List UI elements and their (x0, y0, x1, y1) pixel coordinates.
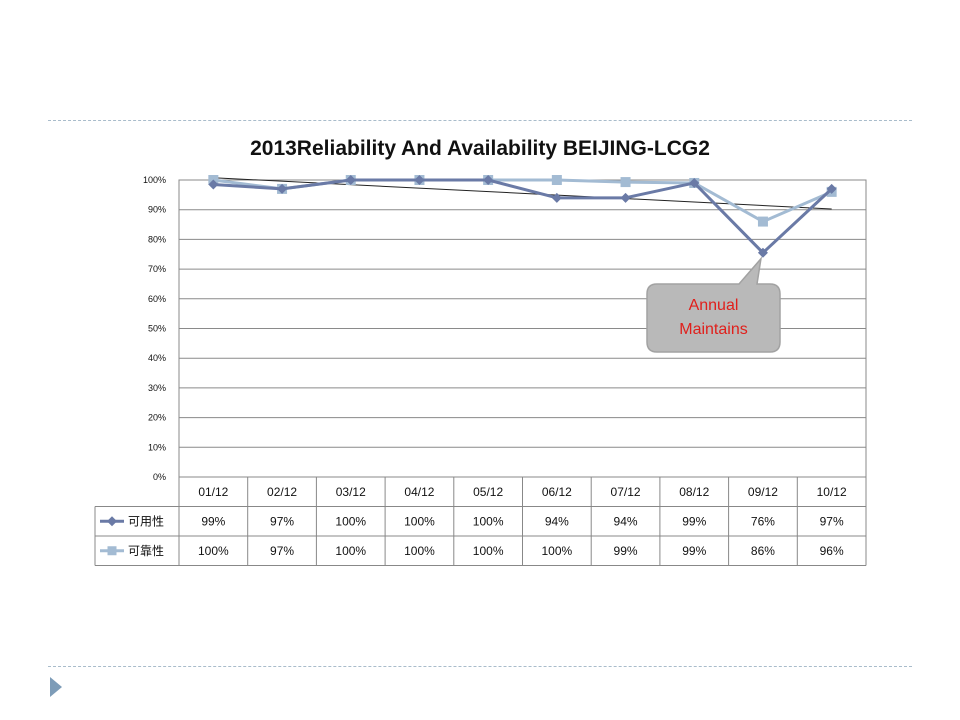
y-tick-label: 100% (143, 175, 166, 185)
chart-title: 2013Reliability And Availability BEIJING… (250, 137, 710, 160)
legend-key-marker (107, 546, 117, 556)
data-point (483, 175, 493, 185)
x-category-label: 01/12 (198, 485, 228, 499)
table-value-cell: 100% (404, 514, 435, 528)
y-tick-label: 30% (148, 383, 166, 393)
table-value-cell: 99% (682, 514, 706, 528)
table-value-cell: 86% (751, 544, 775, 558)
x-category-label: 08/12 (679, 485, 709, 499)
callout-text: Annual (689, 297, 739, 314)
table-value-cell: 100% (473, 544, 504, 558)
series-line (213, 178, 833, 255)
table-value-cell: 100% (541, 544, 572, 558)
y-tick-label: 40% (148, 353, 166, 363)
data-point (689, 178, 699, 188)
data-point (552, 193, 562, 203)
y-tick-label: 20% (148, 413, 166, 423)
x-category-label: 10/12 (817, 485, 847, 499)
table-value-cell: 97% (270, 544, 294, 558)
table-value-cell: 100% (198, 544, 229, 558)
x-category-label: 09/12 (748, 485, 778, 499)
data-point (414, 175, 424, 185)
table-value-cell: 76% (751, 514, 775, 528)
legend-key-marker (107, 516, 117, 527)
x-category-label: 04/12 (404, 485, 434, 499)
table-value-cell: 99% (614, 544, 638, 558)
y-tick-label: 70% (148, 264, 166, 274)
y-tick-label: 90% (148, 205, 166, 215)
callout-text: Maintains (679, 321, 747, 338)
data-point (827, 184, 837, 194)
x-category-label: 07/12 (611, 485, 641, 499)
y-tick-label: 80% (148, 234, 166, 244)
y-tick-label: 0% (153, 472, 166, 482)
table-value-cell: 97% (270, 514, 294, 528)
table-value-cell: 100% (404, 544, 435, 558)
table-value-cell: 96% (820, 544, 844, 558)
table-value-cell: 94% (614, 514, 638, 528)
table-value-cell: 99% (201, 514, 225, 528)
slide-bottom-rule (48, 666, 912, 667)
table-value-cell: 97% (820, 514, 844, 528)
data-point (277, 184, 287, 194)
data-point (346, 175, 356, 185)
data-point (758, 248, 768, 258)
data-point (621, 193, 631, 203)
legend-series-name: 可靠性 (128, 544, 164, 558)
table-value-cell: 100% (473, 514, 504, 528)
y-tick-label: 60% (148, 294, 166, 304)
y-tick-label: 10% (148, 442, 166, 452)
data-table: 01/12 02/12 03/12 04/12 05/12 06/12 07/12 08/12… (94, 476, 867, 566)
callout: Annual Maintains (646, 256, 781, 353)
table-value-cell: 100% (335, 544, 366, 558)
x-category-label: 06/12 (542, 485, 572, 499)
data-point (757, 216, 768, 227)
data-point (551, 175, 562, 185)
series-lines (208, 175, 837, 258)
table-value-cell: 100% (335, 514, 366, 528)
y-tick-label: 50% (148, 324, 166, 334)
table-value-cell: 94% (545, 514, 569, 528)
x-category-label: 02/12 (267, 485, 297, 499)
x-category-label: 03/12 (336, 485, 366, 499)
legend-series-name: 可用性 (128, 514, 164, 528)
callout-bubble (646, 256, 781, 353)
data-point (620, 177, 631, 188)
x-category-label: 05/12 (473, 485, 503, 499)
trendline (213, 177, 832, 210)
slide-bullet-icon (50, 677, 62, 697)
table-value-cell: 99% (682, 544, 706, 558)
slide-top-rule (48, 120, 912, 121)
data-point (208, 179, 218, 189)
